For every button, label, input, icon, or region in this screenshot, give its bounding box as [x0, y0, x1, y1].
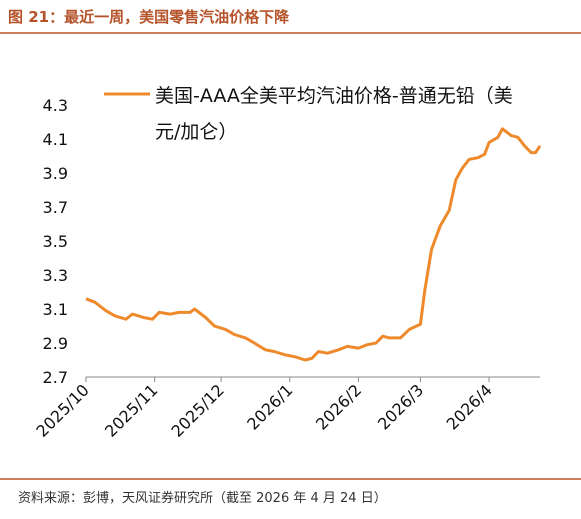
x-tick-label: 2025/12 — [167, 380, 227, 440]
y-tick-label: 3.1 — [43, 300, 68, 319]
x-tick-label: 2026/3 — [374, 380, 427, 433]
source-note: 资料来源：彭博，天风证券研究所（截至 2026 年 4 月 24 日） — [18, 491, 387, 506]
y-tick-label: 2.9 — [43, 334, 68, 353]
legend-label: 美国-AAA全美平均汽油价格-普通无铅（美元/加仑） — [155, 85, 513, 143]
x-tick-label: 2025/11 — [101, 380, 161, 440]
x-tick-label: 2026/1 — [243, 380, 296, 433]
x-tick-label: 2026/4 — [443, 380, 496, 433]
y-tick-label: 3.7 — [43, 198, 68, 217]
y-tick-label: 4.1 — [43, 130, 68, 149]
y-tick-label: 2.7 — [43, 368, 68, 387]
figure-title: 图 21：最近一周，美国零售汽油价格下降 — [8, 8, 290, 26]
y-tick-label: 3.9 — [43, 164, 68, 183]
series-line — [85, 127, 542, 362]
y-tick-label: 4.3 — [43, 96, 68, 115]
x-tick-label: 2025/10 — [32, 380, 92, 440]
y-tick-label: 3.5 — [43, 232, 68, 251]
y-tick-label: 3.3 — [43, 266, 68, 285]
x-tick-label: 2026/2 — [312, 380, 365, 433]
